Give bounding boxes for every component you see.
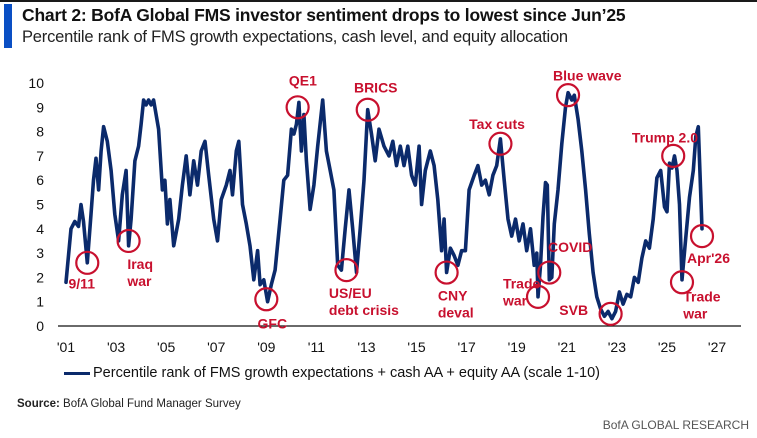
annotation-circle [661, 143, 686, 168]
source-note: Source: BofA Global Fund Manager Survey [17, 398, 241, 410]
x-tick-label: '15 [407, 339, 425, 355]
x-axis-ticks: '01 '03 '05 '07 '09 '11 '13 '15 '17 '19 '21 '23 '25 '… [57, 339, 726, 355]
annotation-circle [355, 97, 380, 122]
y-tick-label: 10 [28, 75, 44, 91]
x-tick-label: '11 [308, 339, 325, 355]
annotation-label: SVB [559, 302, 588, 318]
x-tick-label: '13 [357, 339, 375, 355]
legend-swatch-icon [64, 371, 90, 375]
top-rule [0, 0, 757, 2]
annotation-label: BRICS [354, 80, 398, 96]
annotation-label: 9/11 [69, 275, 96, 291]
annotation-label: debt crisis [329, 302, 399, 318]
annotation-label: QE1 [289, 72, 317, 88]
annotation-label: Apr'26 [687, 250, 730, 266]
annotation-circle [285, 95, 310, 120]
annotation-circle [488, 131, 513, 156]
source-label: Source: [17, 398, 60, 410]
x-tick-label: '01 [57, 339, 75, 355]
source-text: BofA Global Fund Manager Survey [59, 398, 241, 410]
brand-label: BofA GLOBAL RESEARCH [602, 418, 749, 432]
y-tick-label: 7 [36, 148, 44, 164]
accent-bar [4, 4, 12, 48]
x-tick-label: '25 [658, 339, 676, 355]
y-tick-label: 5 [36, 197, 44, 213]
annotation-circle [669, 270, 695, 295]
annotation-label: Tax cuts [469, 116, 525, 132]
y-axis-ticks: 0 1 2 3 4 5 6 7 8 9 10 [28, 75, 44, 334]
y-tick-label: 6 [36, 172, 44, 188]
x-tick-label: '19 [508, 339, 526, 355]
x-tick-label: '03 [107, 339, 125, 355]
annotation-circle [598, 301, 623, 326]
annotation-label: CNY [438, 287, 468, 303]
annotation-label: war [502, 292, 528, 308]
annotation-circle [334, 258, 359, 283]
annotation-circle [434, 260, 459, 285]
annotation-label: deval [438, 304, 474, 320]
legend-label: Percentile rank of FMS growth expectatio… [93, 365, 600, 381]
x-tick-label: '27 [708, 339, 726, 355]
annotation-circle [525, 284, 551, 309]
y-tick-label: 0 [36, 318, 44, 334]
x-tick-label: '23 [608, 339, 626, 355]
y-tick-label: 3 [36, 245, 44, 261]
annotation-circle [116, 228, 141, 254]
y-tick-label: 8 [36, 124, 44, 140]
annotation-circle [689, 223, 715, 249]
annotation-circle [537, 260, 562, 285]
series-layer [64, 90, 704, 321]
annotation-label: Trade [683, 289, 721, 305]
annotation-circle [75, 250, 100, 275]
x-tick-label: '07 [207, 339, 225, 355]
annotation-label: COVID [548, 239, 592, 255]
legend: Percentile rank of FMS growth expectatio… [64, 365, 600, 381]
series-line [64, 90, 704, 321]
x-tick-label: '21 [558, 339, 576, 355]
annotation-circle [254, 287, 279, 312]
annotation-label: US/EU [329, 285, 372, 301]
y-tick-label: 4 [36, 221, 44, 237]
y-tick-label: 1 [36, 294, 44, 310]
annotation-label: Iraq [127, 256, 153, 272]
y-tick-label: 9 [36, 99, 44, 115]
y-tick-label: 2 [36, 269, 44, 285]
annotation-label: Trade [503, 275, 541, 291]
annotation-label: Trump 2.0 [632, 130, 698, 146]
chart-subtitle: Percentile rank of FMS growth expectatio… [22, 28, 568, 46]
annotation-label: GFC [258, 315, 288, 331]
x-tick-label: '17 [458, 339, 476, 355]
annotation-label: Blue wave [553, 68, 622, 84]
annotation-label: war [126, 273, 152, 289]
x-tick-label: '05 [157, 339, 175, 355]
x-tick-label: '09 [257, 339, 275, 355]
annotation-circle [555, 83, 581, 108]
annotation-label: war [682, 306, 708, 322]
chart-title: Chart 2: BofA Global FMS investor sentim… [22, 5, 626, 25]
